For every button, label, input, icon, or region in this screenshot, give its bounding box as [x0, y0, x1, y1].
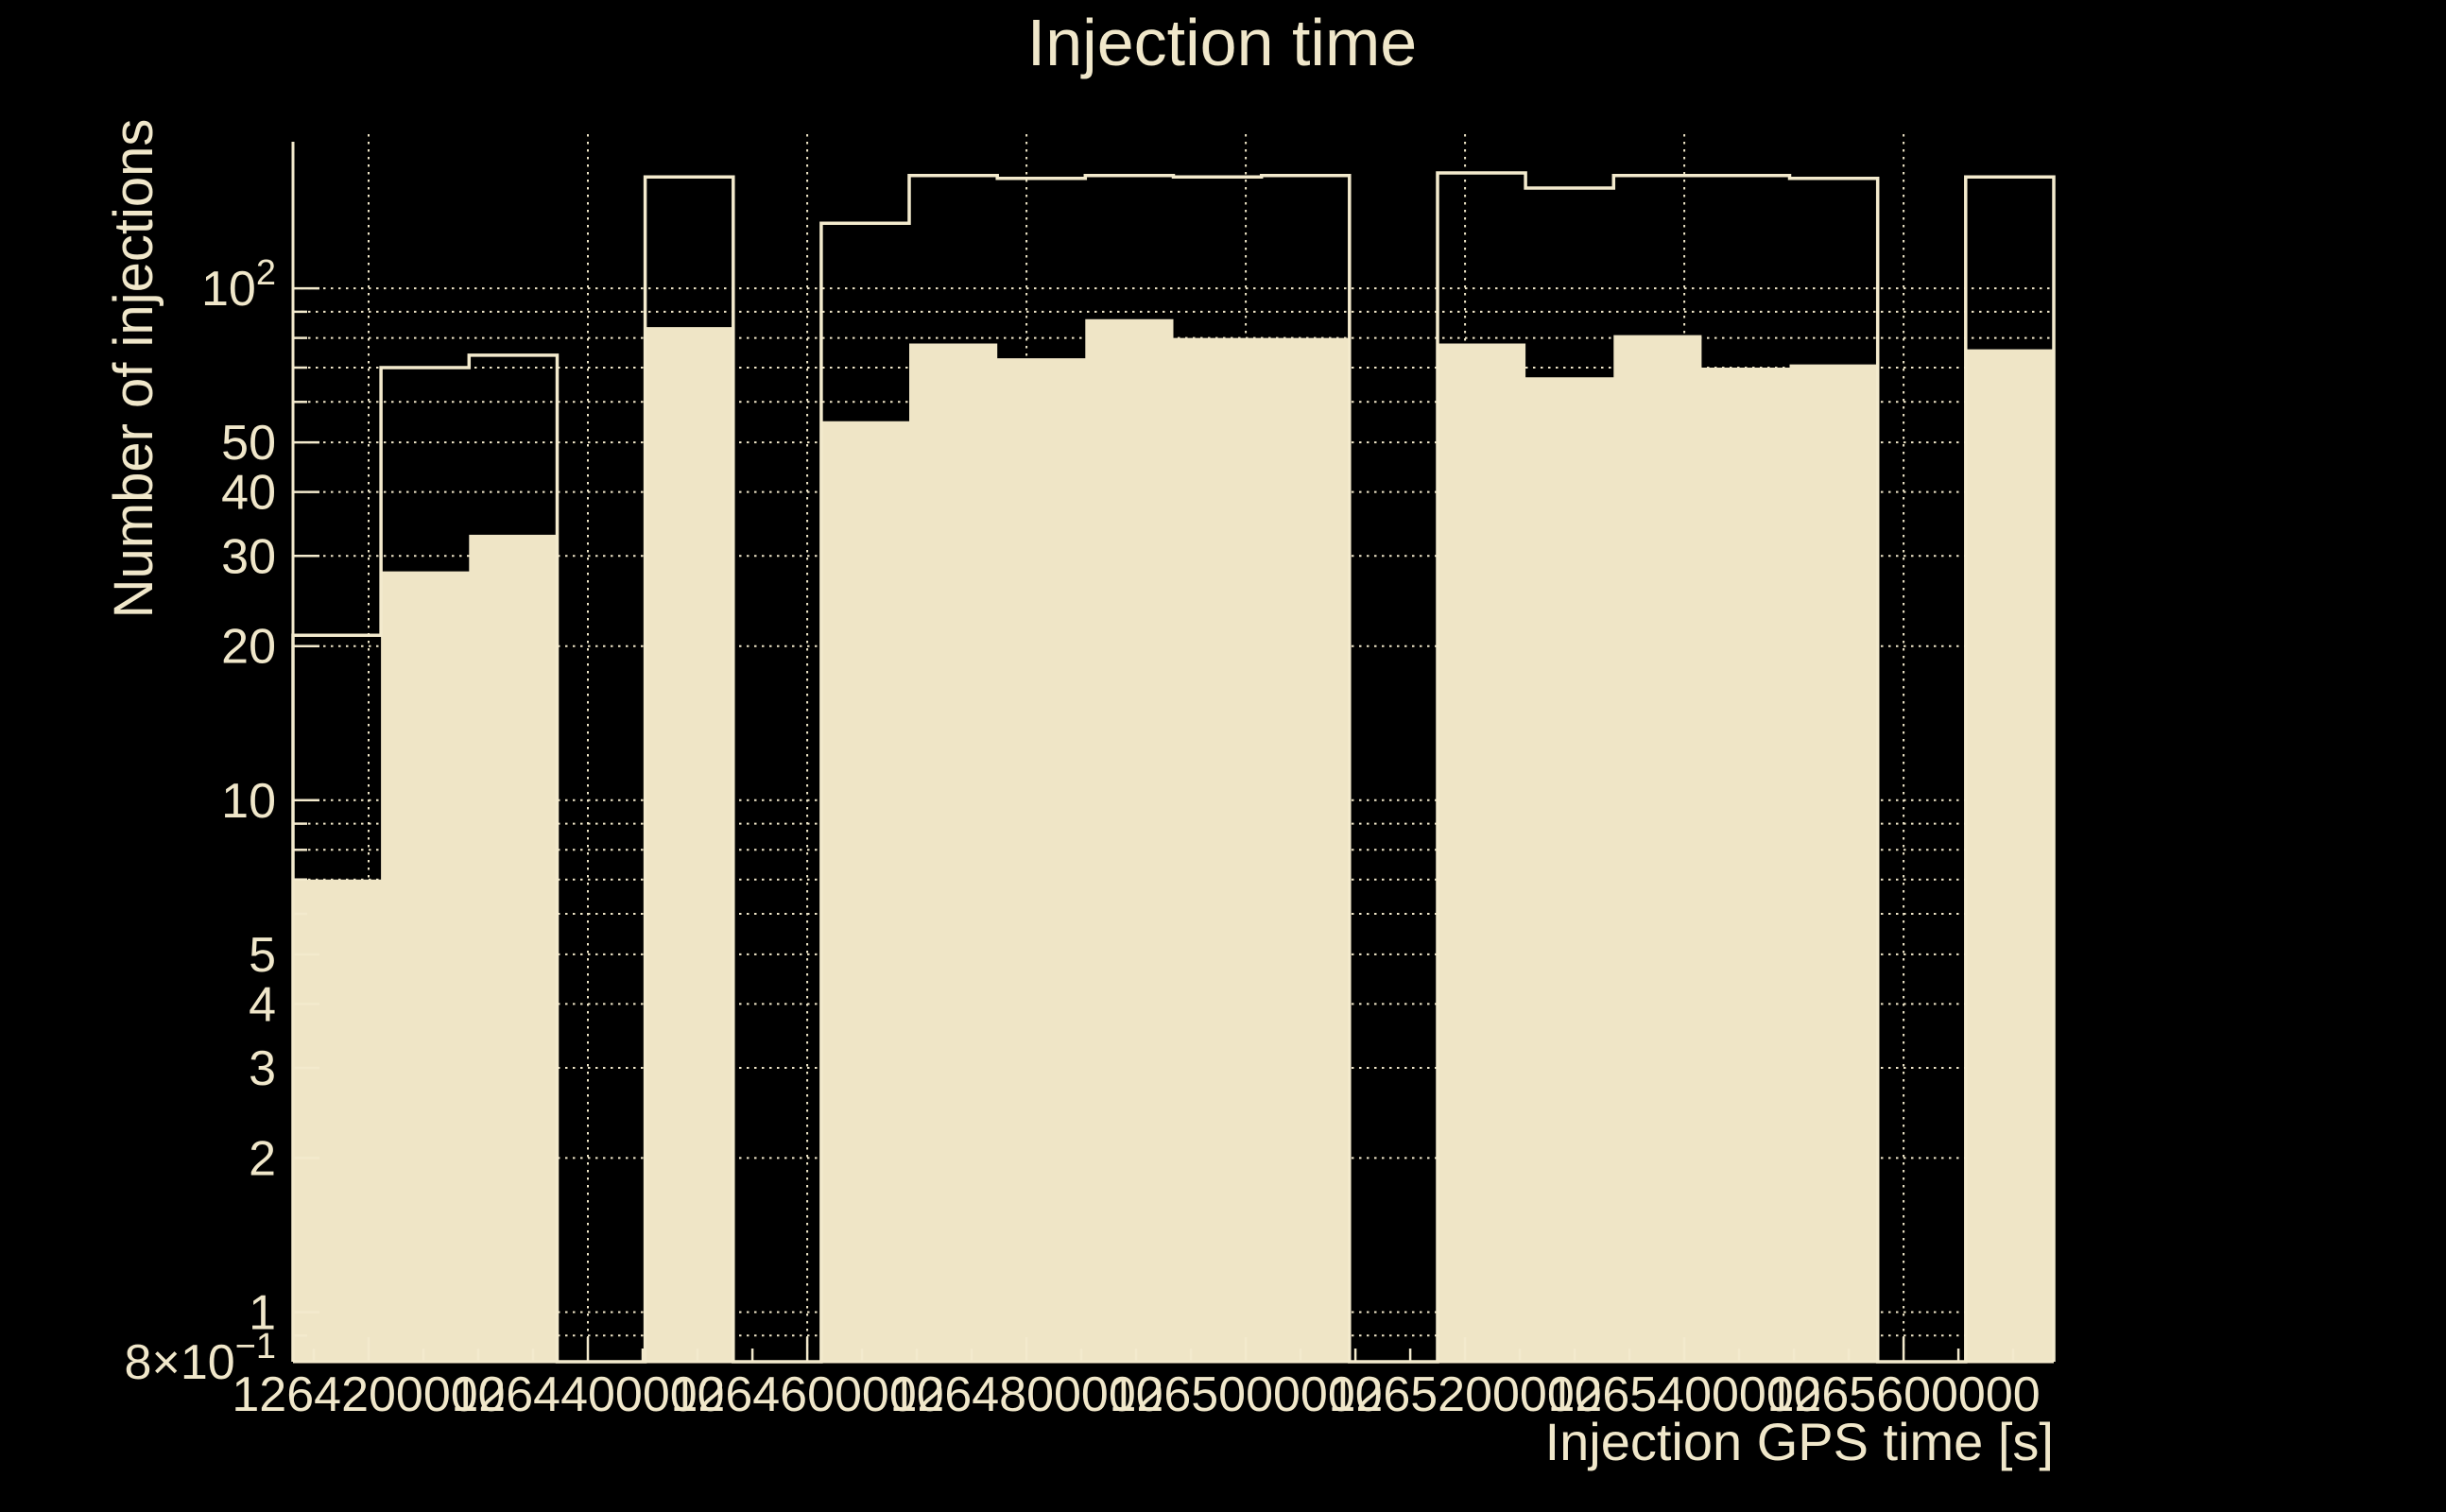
x-tick-label: 1265600000 [1766, 1367, 2040, 1422]
x-tick-label: 1265400000 [1547, 1367, 1820, 1422]
outline-histogram [291, 171, 2056, 1364]
y-tick-label: 2 [249, 1131, 276, 1186]
x-tick-label: 1264600000 [670, 1367, 943, 1422]
x-tick-label: 1265000000 [1109, 1367, 1382, 1422]
y-tick-label: 102 [201, 253, 276, 317]
y-axis-title: Number of injections [103, 118, 164, 619]
y-tick-label: 10 [221, 774, 276, 829]
y-tick-label: 30 [221, 529, 276, 584]
tick-labels: 1264200000126440000012646000001264800000… [125, 253, 2041, 1422]
chart-title: Injection time [1026, 6, 1418, 79]
y-tick-label: 5 [249, 928, 276, 983]
y-tick-label: 8×10−1 [125, 1327, 276, 1390]
y-tick-label: 40 [221, 466, 276, 521]
x-tick-label: 1264400000 [451, 1367, 724, 1422]
y-tick-label: 3 [249, 1041, 276, 1096]
y-tick-label: 4 [249, 977, 276, 1032]
x-tick-label: 1264200000 [232, 1367, 505, 1422]
tick-marks [293, 286, 2015, 1364]
x-tick-label: 1265200000 [1328, 1367, 1601, 1422]
x-axis-title: Injection GPS time [s] [1544, 1412, 2054, 1471]
y-tick-label: 20 [221, 620, 276, 675]
y-tick-label: 50 [221, 416, 276, 471]
y-tick-label: 1 [249, 1286, 276, 1341]
x-tick-label: 1264800000 [889, 1367, 1163, 1422]
